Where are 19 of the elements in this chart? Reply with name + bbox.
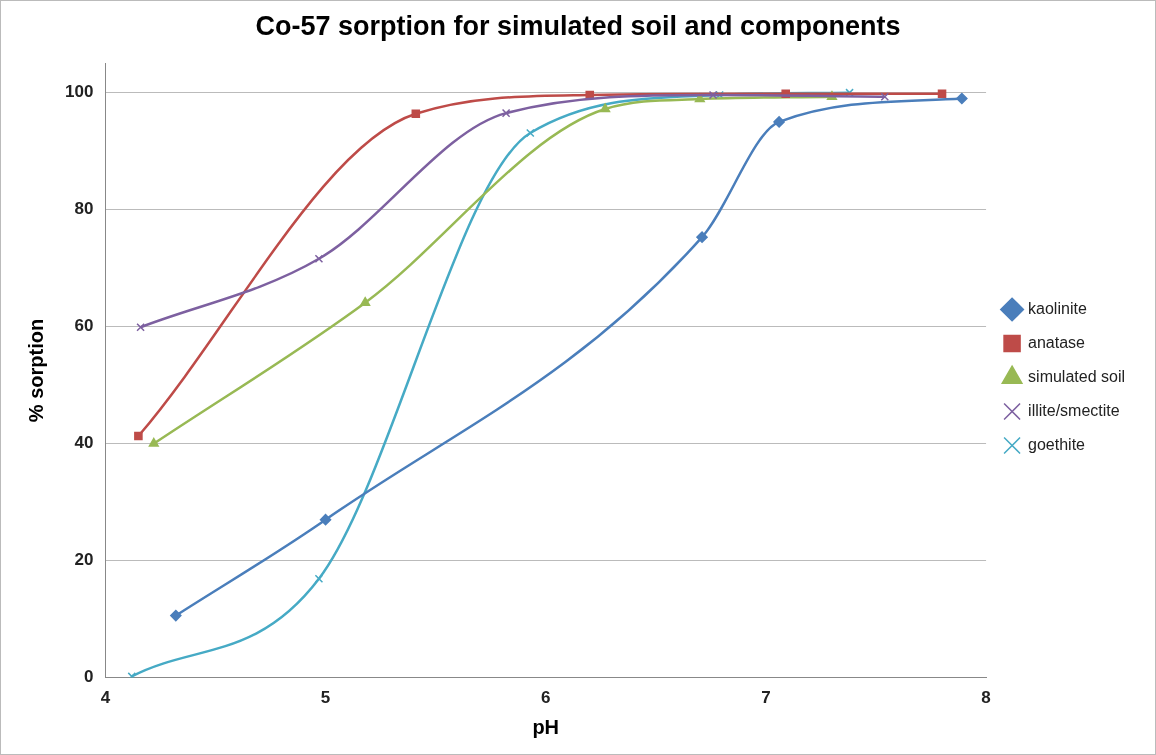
y-tick-label: 40 [74, 433, 94, 453]
x-tick-label: 8 [981, 688, 991, 708]
y-tick-label: 100 [64, 82, 94, 102]
x-tick-label: 7 [761, 688, 771, 708]
x-tick-label: 4 [100, 688, 111, 708]
chart-title: Co-57 sorption for simulated soil and components [255, 10, 901, 41]
legend-label: kaolinite [1028, 299, 1087, 317]
y-tick-label: 20 [74, 550, 94, 570]
legend-label: simulated soil [1028, 367, 1126, 385]
x-axis-title: pH [532, 715, 560, 738]
y-tick-label: 0 [83, 667, 94, 687]
legend-label: goethite [1028, 435, 1086, 453]
legend-label: anatase [1028, 333, 1086, 351]
legend-label: illite/smectite [1028, 401, 1120, 419]
y-tick-label: 60 [74, 316, 94, 336]
x-tick-label: 6 [540, 688, 551, 708]
y-tick-label: 80 [74, 199, 94, 219]
x-tick-label: 5 [320, 688, 331, 708]
y-axis-title: % sorption [24, 318, 47, 423]
